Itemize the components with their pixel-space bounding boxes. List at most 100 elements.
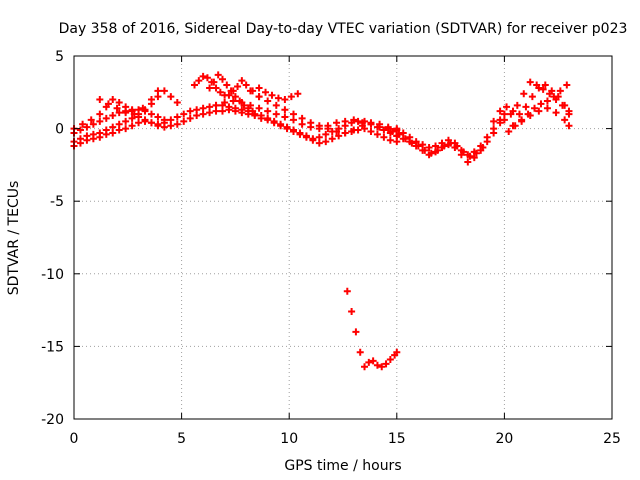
data-point [255,104,263,112]
data-point [380,126,388,134]
data-point [464,158,472,166]
data-point [115,98,123,106]
data-point [96,96,104,104]
series-arc-e [96,87,162,118]
data-point [470,154,478,162]
data-point [76,135,84,143]
data-point [102,126,110,134]
data-point [255,84,263,92]
data-point [268,91,276,99]
data-point [401,135,409,143]
data-point [272,101,280,109]
data-point [231,93,239,101]
data-point [96,110,104,118]
data-point [322,130,330,138]
data-point [382,360,390,368]
data-point [290,116,298,124]
data-point [322,138,330,146]
data-point [104,100,112,108]
data-point [109,96,117,104]
data-point [386,136,394,144]
data-point [257,112,265,120]
data-point [199,72,207,80]
data-point [309,135,317,143]
data-point [223,81,231,89]
data-point [76,126,84,134]
y-tick-label: -20 [41,412,64,428]
plot-frame [73,55,613,420]
data-point [335,132,343,140]
data-point [272,110,280,118]
data-point [528,93,536,101]
data-point [552,109,560,117]
data-point [526,112,534,120]
data-point [147,96,155,104]
data-point [546,90,554,98]
data-point [543,97,551,105]
data-point [167,116,175,124]
data-point [173,113,181,121]
data-point [496,119,504,127]
data-point [440,142,448,150]
data-point [307,123,315,131]
data-point [122,117,130,125]
data-point [234,82,242,90]
data-point [281,106,289,114]
data-point [96,117,104,125]
data-point [225,103,233,111]
data-point [246,87,254,95]
data-point [513,101,521,109]
data-point [509,122,517,130]
data-point [341,117,349,125]
data-point [550,93,558,101]
data-point [115,109,123,117]
data-point [238,106,246,114]
data-point [343,287,351,295]
data-point [328,135,336,143]
data-point [503,103,511,111]
data-point [180,110,188,118]
data-point [264,107,272,115]
data-point [472,149,480,157]
series-arc-g [206,71,257,115]
data-point [128,114,136,122]
data-marks [70,71,573,371]
x-tick-label: 25 [603,431,621,447]
series-arc-p [505,81,571,136]
data-point [466,152,474,160]
data-point [315,125,323,133]
data-point [203,74,211,82]
data-point [141,116,149,124]
data-point [173,120,181,128]
data-point [505,128,513,136]
data-point [369,357,377,365]
data-point [264,97,272,105]
y-tick-label: -10 [41,267,64,283]
data-point [87,116,95,124]
data-point [539,85,547,93]
data-point [500,116,508,124]
data-point [367,128,375,136]
data-point [518,117,526,125]
data-point [447,139,455,147]
data-point [515,110,523,118]
chart-title: Day 358 of 2016, Sidereal Day-to-day VTE… [59,21,628,37]
data-point [559,101,567,109]
data-point [113,104,121,112]
data-point [352,328,360,336]
data-point [154,113,162,121]
y-tick-label: -5 [50,194,64,210]
data-point [531,104,539,112]
data-point [373,130,381,138]
data-point [565,110,573,118]
data-point [453,142,461,150]
data-point [483,138,491,146]
data-point [167,93,175,101]
data-point [535,107,543,115]
data-point [83,132,91,140]
data-point [507,110,515,118]
data-point [218,75,226,83]
x-axis-label: GPS time / hours [284,458,401,474]
data-point [281,96,289,104]
data-point [212,84,220,92]
